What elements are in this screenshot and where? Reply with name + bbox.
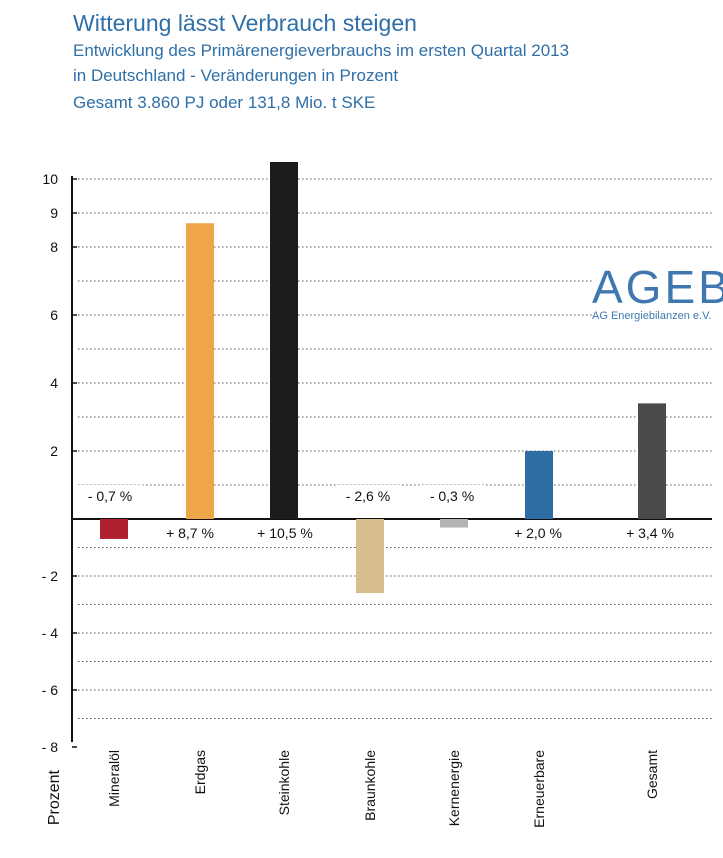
y-tick-label: - 4 — [42, 625, 59, 641]
value-label-box — [157, 522, 223, 542]
chart-total: Gesamt 3.860 PJ oder 131,8 Mio. t SKE — [73, 93, 376, 112]
y-tick-label: 6 — [50, 307, 58, 323]
y-tick-label: - 8 — [42, 739, 59, 755]
category-label: Gesamt — [644, 750, 660, 799]
chart-subtitle-line2: in Deutschland - Veränderungen in Prozen… — [73, 66, 399, 85]
y-tick-label: 2 — [50, 443, 58, 459]
category-label: Steinkohle — [276, 750, 292, 816]
category-label: Kernenergie — [446, 750, 462, 826]
chart-header: Witterung lässt Verbrauch steigen Entwic… — [73, 8, 569, 116]
category-label: Erdgas — [192, 750, 208, 794]
value-label: + 3,4 % — [626, 525, 674, 541]
value-label-box — [617, 522, 683, 542]
y-tick-label: - 6 — [42, 682, 59, 698]
bar-7 — [638, 403, 666, 519]
logo-subtitle: AG Energiebilanzen e.V. — [592, 310, 712, 322]
value-label-box — [335, 485, 401, 505]
category-label: Braunkohle — [362, 750, 378, 821]
value-label: - 0,3 % — [430, 488, 474, 504]
bar-3 — [270, 162, 298, 519]
chart-title: Witterung lässt Verbrauch steigen — [73, 10, 417, 36]
value-label: + 8,7 % — [166, 525, 214, 541]
value-label: - 0,7 % — [88, 488, 132, 504]
bar-2 — [186, 223, 214, 519]
logo-wordmark: AGEB — [592, 261, 723, 313]
ageb-logo: AGEB AG Energiebilanzen e.V. — [592, 264, 723, 323]
y-tick-label: - 2 — [42, 568, 59, 584]
bar-6 — [525, 451, 553, 519]
value-label-box — [505, 522, 571, 542]
category-label: Mineralöl — [106, 750, 122, 807]
bar-4 — [356, 519, 384, 594]
value-label-box — [248, 522, 322, 542]
value-label: + 2,0 % — [514, 525, 562, 541]
value-label: - 2,6 % — [346, 488, 390, 504]
y-axis-label: Prozent — [46, 769, 63, 825]
category-label: Erneuerbare — [531, 750, 547, 828]
value-label-box — [419, 485, 485, 505]
y-tick-label: 8 — [50, 239, 58, 255]
value-label: + 10,5 % — [257, 525, 313, 541]
y-tick-label: 9 — [50, 205, 58, 221]
y-tick-label: 4 — [50, 375, 58, 391]
chart-subtitle-line1: Entwicklung des Primärenergieverbrauchs … — [73, 41, 570, 60]
y-tick-label: 10 — [42, 171, 58, 187]
value-label-box — [77, 485, 143, 505]
bar-1 — [100, 519, 128, 539]
bar-5 — [440, 519, 468, 528]
